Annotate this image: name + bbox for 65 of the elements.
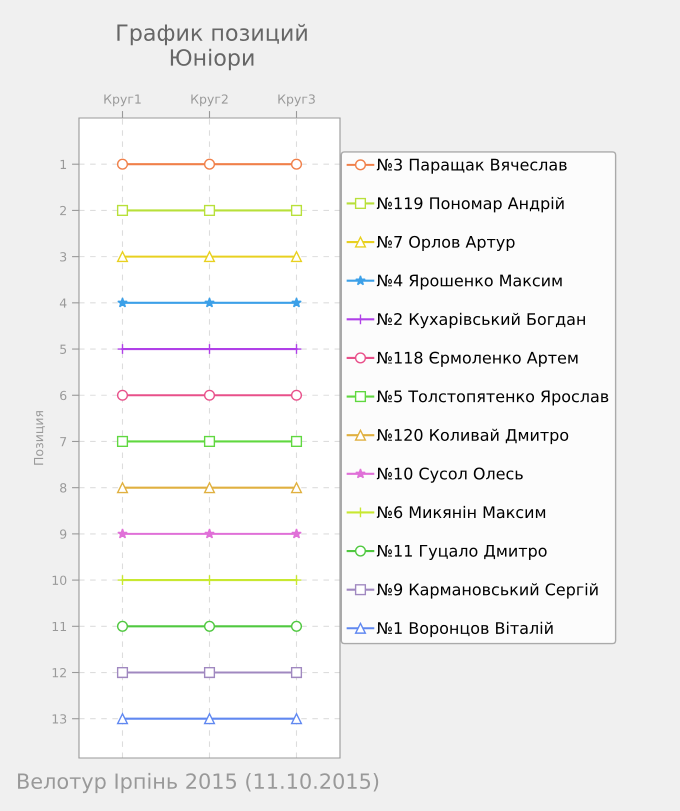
legend-label: №9 Кармановський Сергій [376, 583, 598, 599]
point [290, 204, 302, 216]
point [290, 666, 302, 678]
point [291, 528, 302, 539]
chart-title: График позиций Юніори [117, 24, 307, 70]
point [204, 390, 216, 401]
y-tick-label: 7 [60, 437, 66, 446]
point [204, 251, 216, 262]
point [290, 158, 302, 170]
point [290, 713, 302, 724]
point [204, 436, 216, 448]
y-tick-label: 12 [52, 668, 66, 678]
x-tick-label: Круг1 [104, 94, 141, 106]
point [116, 390, 128, 401]
point [116, 620, 128, 632]
point [116, 666, 128, 678]
point [204, 528, 215, 539]
text: Велотур Ірпінь 2015 (11.10.2015) [18, 772, 378, 794]
y-tick-label: 2 [60, 206, 66, 216]
point [290, 436, 302, 448]
y-tick-label: 10 [52, 576, 66, 586]
point [204, 620, 216, 632]
point [204, 713, 216, 724]
y-tick-label: 8 [60, 483, 66, 493]
point [291, 297, 302, 308]
y-tick-label: 13 [52, 714, 66, 724]
y-axis-title: Позиция [34, 411, 45, 465]
legend-label: №120 Коливай Дмитро [376, 428, 568, 444]
legend-label: №2 Кухарівський Богдан [376, 312, 585, 328]
point [116, 482, 128, 494]
point [204, 666, 216, 678]
y-tick-label: 3 [60, 252, 66, 262]
legend-label: №119 Пономар Андрій [376, 196, 564, 212]
point [116, 713, 128, 724]
legend-label: №1 Воронцов Віталій [376, 622, 553, 638]
legend-label: №5 Толстопятенко Ярослав [376, 390, 608, 406]
legend-label: №7 Орлов Артур [376, 236, 515, 252]
y-tick-label: 11 [52, 622, 66, 632]
point [204, 482, 216, 494]
legend-label: №118 Єрмоленко Артем [376, 352, 578, 367]
y-tick-label: 4 [60, 298, 66, 308]
point [117, 528, 128, 539]
x-tick-label: Круг3 [278, 94, 315, 106]
point [116, 204, 128, 216]
point [204, 297, 215, 308]
point [204, 204, 216, 216]
legend-label: №4 Ярошенко Максим [376, 274, 562, 290]
legend-label: №6 Микянін Максим [376, 506, 546, 518]
y-tick-label: 1 [60, 160, 66, 169]
point [116, 436, 128, 448]
point [290, 482, 302, 494]
legend-label: №3 Паращак Вячеслав [376, 158, 567, 174]
point [290, 251, 302, 262]
point [116, 158, 128, 170]
y-tick-label: 6 [60, 390, 66, 400]
point [117, 297, 128, 308]
y-tick-label: 5 [60, 344, 66, 354]
point [290, 620, 302, 632]
legend-label: №11 Гуцало Дмитро [376, 544, 547, 560]
point [204, 158, 216, 170]
legend-label: №10 Сусол Олесь [376, 468, 523, 483]
point [116, 251, 128, 262]
y-tick-label: 9 [60, 529, 66, 539]
x-tick-label: Круг2 [191, 94, 228, 106]
point [290, 390, 302, 401]
